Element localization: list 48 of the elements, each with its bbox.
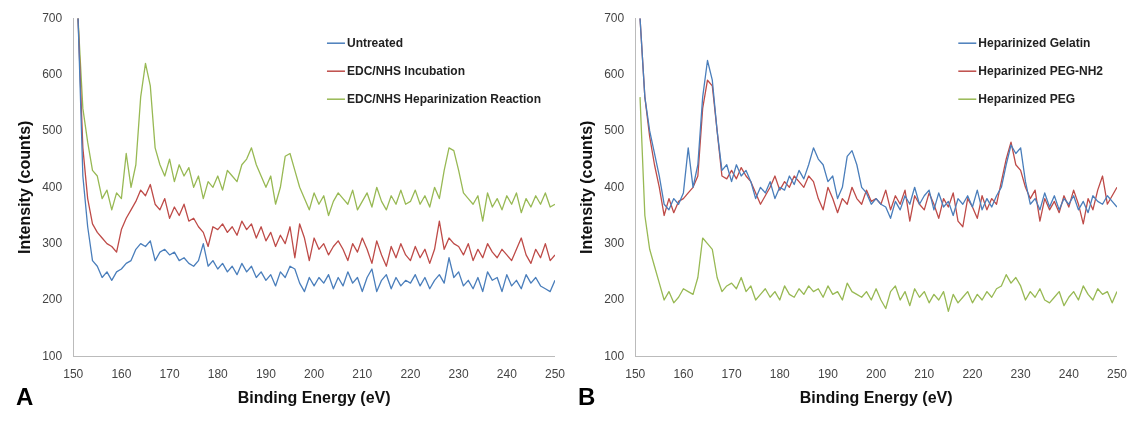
x-tick-label: 170 — [721, 366, 742, 381]
x-tick-label: 180 — [769, 366, 791, 381]
legend-label: EDC/NHS Incubation — [346, 63, 465, 78]
legend-label: EDC/NHS Heparinization Reaction — [346, 91, 541, 106]
legend-label: Untreated — [346, 35, 403, 50]
x-tick-label: 240 — [1058, 366, 1080, 381]
x-tick-label: 200 — [866, 366, 887, 381]
x-tick-label: 210 — [914, 366, 935, 381]
x-axis-title: Binding Energy (eV) — [799, 388, 953, 406]
x-axis-title: Binding Energy (eV) — [237, 388, 391, 406]
x-tick-label: 160 — [673, 366, 694, 381]
text: B — [578, 382, 596, 410]
legend-label: Heparinized Gelatin — [978, 35, 1091, 50]
x-tick-label: 220 — [962, 366, 983, 381]
legend-label: Heparinized PEG — [978, 91, 1075, 106]
y-tick-label: 400 — [42, 179, 63, 194]
y-tick-label: 100 — [604, 348, 625, 363]
x-tick-label: 160 — [111, 366, 132, 381]
y-tick-label: 300 — [604, 235, 625, 250]
x-tick-label: 150 — [63, 366, 84, 381]
y-tick-label: 600 — [604, 66, 625, 81]
y-tick-label: 200 — [42, 292, 63, 307]
y-axis-title: Intensity (counts) — [578, 120, 596, 254]
x-tick-label: 190 — [817, 366, 839, 381]
y-tick-label: 500 — [42, 123, 63, 138]
x-tick-label: 190 — [255, 366, 277, 381]
x-tick-label: 230 — [448, 366, 469, 381]
text: A — [16, 382, 34, 410]
x-tick-label: 180 — [207, 366, 229, 381]
x-tick-label: 210 — [352, 366, 373, 381]
x-tick-label: 170 — [159, 366, 180, 381]
x-tick-label: 240 — [496, 366, 518, 381]
legend-label: Heparinized PEG-NH2 — [978, 63, 1104, 78]
y-tick-label: 700 — [42, 10, 63, 25]
y-axis-title: Intensity (counts) — [16, 120, 34, 254]
x-tick-label: 230 — [1010, 366, 1031, 381]
y-tick-label: 100 — [42, 348, 63, 363]
y-tick-label: 700 — [604, 10, 625, 25]
x-tick-label: 150 — [625, 366, 646, 381]
y-tick-label: 500 — [604, 123, 625, 138]
x-tick-label: 250 — [544, 366, 566, 381]
y-tick-label: 400 — [604, 179, 625, 194]
x-tick-label: 200 — [304, 366, 325, 381]
x-tick-label: 220 — [400, 366, 421, 381]
y-tick-label: 200 — [604, 292, 625, 307]
y-tick-label: 300 — [42, 235, 63, 250]
x-tick-label: 250 — [1106, 366, 1128, 381]
y-tick-label: 600 — [42, 66, 63, 81]
